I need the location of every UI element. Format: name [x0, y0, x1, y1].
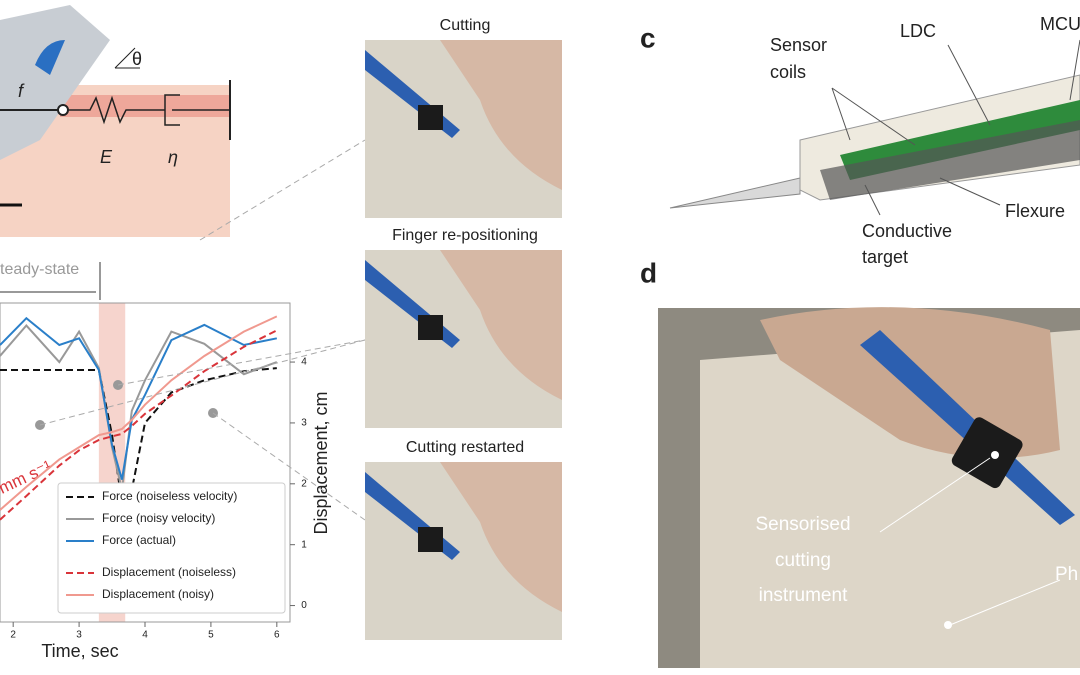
damper [150, 94, 230, 126]
hand [440, 40, 562, 190]
pointer [991, 451, 999, 459]
label: instrument [759, 585, 848, 606]
series-line [0, 316, 278, 480]
y2-tick-label: 0 [301, 600, 307, 611]
y2-tick-label: 2 [301, 478, 307, 489]
angle-mark [114, 47, 140, 69]
blade [0, 5, 110, 160]
legend-label: Force (actual) [102, 533, 176, 547]
photo-title: Finger re-positioning [392, 227, 538, 244]
label: Sensorised [755, 514, 850, 535]
photo-title: Cutting [440, 17, 491, 34]
y2-tick-label: 4 [301, 357, 307, 368]
speed-label: mm s⁻¹ [0, 457, 55, 498]
pointer [944, 621, 952, 629]
spring [68, 95, 150, 125]
pointer-line [117, 339, 366, 386]
pointer-line [39, 339, 366, 426]
series-line [0, 315, 278, 511]
label: LDC [900, 21, 936, 41]
plot: 2 3 4 5 6 0 1 2 3 4 Time, sec Displacement, cm teady… [0, 139, 366, 661]
x-axis-label: Time, sec [41, 641, 118, 661]
pointer-line [199, 139, 366, 241]
y2-tick-label: 3 [301, 418, 307, 429]
flexure [820, 120, 1080, 200]
sensor-housing [418, 105, 443, 130]
annotation: teady-state [0, 261, 79, 278]
label: η [168, 147, 178, 167]
x-tick-label: 2 [10, 630, 16, 641]
panel-letter: d [640, 257, 657, 288]
leader-lines [879, 457, 1061, 626]
legend-label: Displacement (noisy) [102, 587, 214, 601]
label: θ [132, 49, 142, 69]
y2-axis-label: Displacement, cm [311, 391, 331, 534]
blade-handle [35, 40, 65, 75]
x-tick-label: 6 [274, 630, 280, 641]
sensor-housing [951, 417, 1023, 489]
sensor-housing [418, 315, 443, 340]
y2-tick-label: 1 [301, 539, 307, 550]
panel-letter: c [640, 22, 656, 53]
x-tick-label: 5 [208, 630, 214, 641]
label: E [100, 147, 113, 167]
label: f [18, 81, 25, 101]
model-band [60, 95, 230, 117]
legend-label: Displacement (noiseless) [102, 565, 236, 579]
label: coils [770, 62, 806, 82]
hand [440, 462, 562, 612]
label: Conductive [862, 221, 952, 241]
joint [57, 104, 69, 116]
photo-title: Cutting restarted [406, 439, 524, 456]
x-tick-label: 3 [76, 630, 82, 641]
legend-box [57, 482, 286, 614]
label: cutting [775, 550, 831, 571]
photo-column: Cutting Finger re-positioning Cutting rest… [365, 17, 562, 640]
label: Ph [1055, 564, 1078, 585]
legend-label: Force (noiseless velocity) [102, 489, 237, 503]
legend-label: Force (noisy velocity) [102, 511, 215, 525]
hand [440, 250, 562, 400]
leader-lines [831, 39, 1080, 216]
instrument [860, 330, 1075, 525]
scalpel-blade [669, 177, 801, 209]
sensor-housing [418, 527, 443, 552]
label: target [862, 247, 908, 267]
series-line [0, 329, 278, 521]
x-tick-label: 4 [142, 630, 148, 641]
pointer-line [212, 412, 366, 521]
label: Flexure [1005, 201, 1065, 221]
label: Sensor [770, 35, 827, 55]
label: MCU [1040, 14, 1080, 34]
